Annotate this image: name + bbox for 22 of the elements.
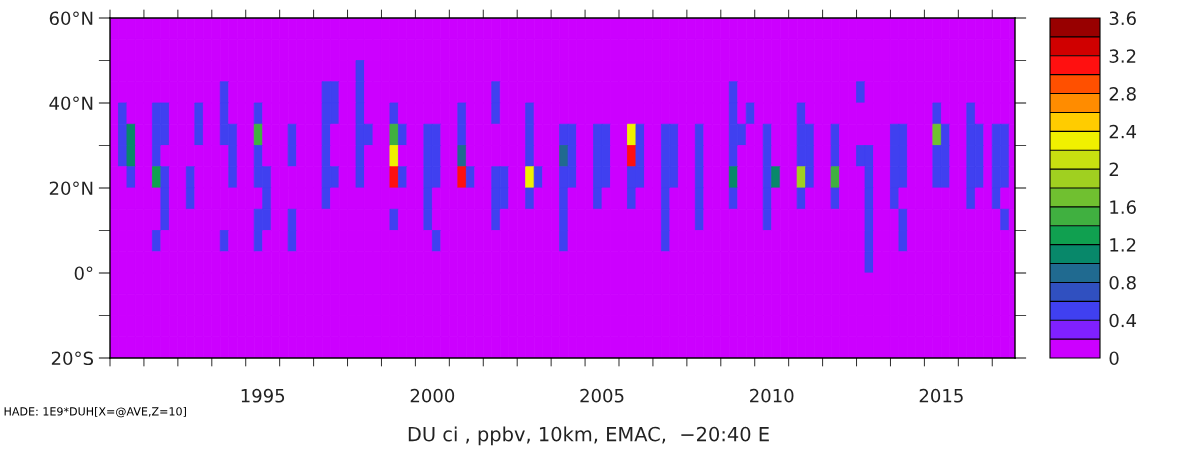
y-tick-label: 60°N [49,11,93,26]
color-bar-label: 0.8 [1109,275,1136,290]
text: HADE: 1E9*DUH[X=@AVE,Z=10] [4,406,186,418]
x-tick-label: 1995 [241,388,285,403]
y-tick-label: 20°S [51,351,94,366]
color-bar-label: 2.8 [1109,87,1136,101]
y-tick-label: 40°N [49,96,93,111]
color-bar-label: 2.4 [1109,124,1137,139]
color-bar-label: 3.2 [1109,49,1136,63]
x-tick-label: 2000 [410,388,455,403]
color-bar-label: 1.2 [1110,238,1136,252]
y-tick-label: 0° [74,266,93,281]
color-bar-label: 1.6 [1110,200,1136,215]
color-bar-label: 0.4 [1109,313,1137,328]
x-axis-title: DU ci , ppbv, 10km, EMAC, −20:40 E [408,426,769,446]
x-tick-label: 2015 [919,388,963,403]
color-bar-label: 3.6 [1109,11,1136,26]
y-tick-label: 20°N [49,181,93,196]
color-bar-label: 2 [1109,162,1119,176]
color-bar-label: 0 [1109,351,1119,366]
x-tick-label: 2005 [580,388,624,403]
x-tick-label: 2010 [750,388,794,403]
